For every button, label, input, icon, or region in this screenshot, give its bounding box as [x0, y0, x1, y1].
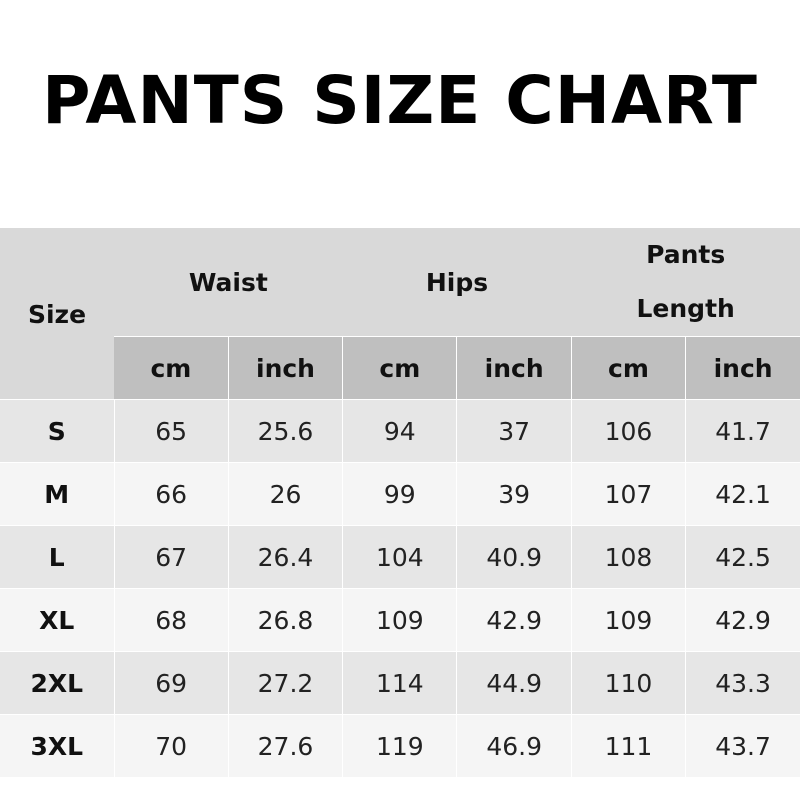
- value-cell: 40.9: [456, 525, 572, 589]
- unit-cell: inch: [227, 336, 343, 400]
- value-cell: 119: [342, 714, 457, 777]
- units-row: cm inch cm inch cm inch: [0, 336, 800, 400]
- value-cell: 110: [570, 651, 686, 715]
- size-header: Size: [0, 227, 114, 400]
- hips-header: Hips: [342, 227, 572, 337]
- value-cell: 99: [342, 462, 457, 526]
- value-cell: 27.2: [227, 651, 343, 715]
- size-cell: S: [0, 399, 114, 463]
- value-cell: 39: [456, 462, 572, 526]
- value-cell: 106: [570, 399, 686, 463]
- header-row: Size Waist Hips Pants Length: [0, 227, 800, 400]
- value-cell: 43.3: [685, 651, 800, 715]
- value-cell: 25.6: [227, 399, 343, 463]
- size-cell: L: [0, 525, 114, 589]
- value-cell: 42.9: [456, 588, 572, 652]
- unit-cell: cm: [342, 336, 457, 400]
- value-cell: 43.7: [685, 714, 800, 777]
- value-cell: 26.4: [227, 525, 343, 589]
- size-cell: XL: [0, 588, 114, 652]
- value-cell: 114: [342, 651, 457, 715]
- length-header: Pants Length: [571, 227, 800, 337]
- value-cell: 66: [113, 462, 229, 526]
- length-header-line1: Pants: [646, 240, 726, 269]
- table-row: XL 68 26.8 109 42.9 109 42.9: [0, 588, 800, 652]
- size-cell: 2XL: [0, 651, 114, 715]
- value-cell: 107: [570, 462, 686, 526]
- value-cell: 42.1: [685, 462, 800, 526]
- table-row: L 67 26.4 104 40.9 108 42.5: [0, 525, 800, 589]
- waist-header: Waist: [114, 227, 343, 337]
- unit-cell: inch: [456, 336, 572, 400]
- size-table: Size Waist Hips Pants Length cm inch cm i…: [0, 227, 800, 777]
- value-cell: 94: [342, 399, 457, 463]
- table-row: M 66 26 99 39 107 42.1: [0, 462, 800, 526]
- size-cell: M: [0, 462, 114, 526]
- value-cell: 109: [570, 588, 686, 652]
- value-cell: 108: [570, 525, 686, 589]
- value-cell: 67: [113, 525, 229, 589]
- unit-cell: cm: [114, 336, 229, 400]
- value-cell: 70: [113, 714, 229, 777]
- value-cell: 44.9: [456, 651, 572, 715]
- value-cell: 46.9: [456, 714, 572, 777]
- value-cell: 111: [570, 714, 686, 777]
- value-cell: 104: [342, 525, 457, 589]
- value-cell: 109: [342, 588, 457, 652]
- value-cell: 42.9: [685, 588, 800, 652]
- value-cell: 65: [113, 399, 229, 463]
- table-row: 2XL 69 27.2 114 44.9 110 43.3: [0, 651, 800, 715]
- value-cell: 26.8: [227, 588, 343, 652]
- value-cell: 42.5: [685, 525, 800, 589]
- unit-cell: cm: [570, 336, 686, 400]
- value-cell: 69: [113, 651, 229, 715]
- table-row: 3XL 70 27.6 119 46.9 111 43.7: [0, 714, 800, 777]
- value-cell: 26: [227, 462, 343, 526]
- value-cell: 37: [456, 399, 572, 463]
- value-cell: 41.7: [685, 399, 800, 463]
- value-cell: 68: [113, 588, 229, 652]
- unit-cell: inch: [685, 336, 800, 400]
- size-cell: 3XL: [0, 714, 114, 777]
- page-title: PANTS SIZE CHART: [42, 62, 758, 139]
- value-cell: 27.6: [227, 714, 343, 777]
- table-row: S 65 25.6 94 37 106 41.7: [0, 399, 800, 463]
- length-header-line2: Length: [636, 294, 735, 323]
